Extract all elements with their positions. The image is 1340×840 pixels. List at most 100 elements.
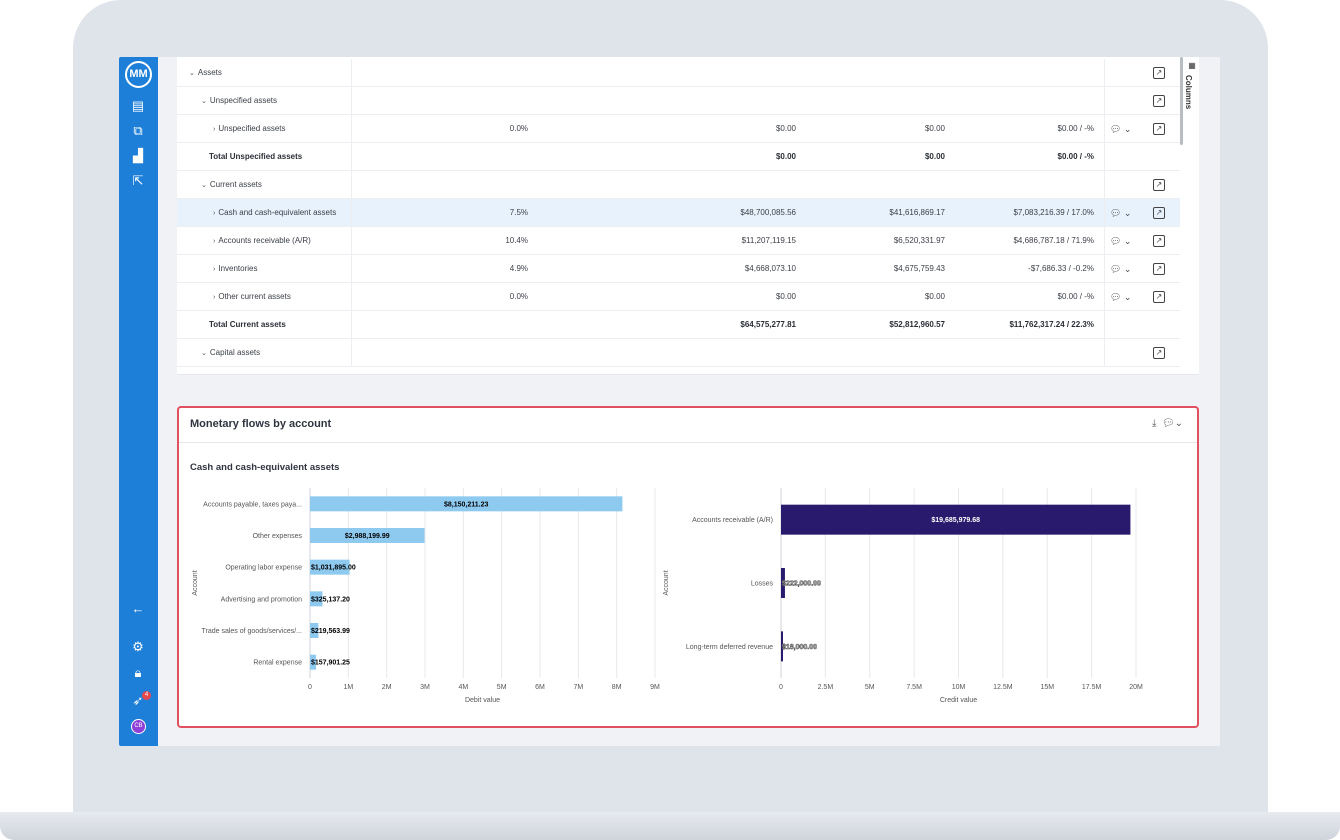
table-row[interactable]: ⌄ Current assets ↗ [177, 171, 1180, 199]
variance-cell: $0.00 / -% [1057, 292, 1094, 301]
table-row[interactable]: ⌄ Unspecified assets ↗ [177, 87, 1180, 115]
expand-chevron-icon[interactable]: ⌄ [201, 350, 207, 357]
download-icon[interactable]: ⤓ [1151, 418, 1157, 429]
comment-icon[interactable]: 💬︎ ⌄ [1110, 292, 1132, 302]
comment-icon[interactable]: 💬︎ ⌄ [1110, 124, 1132, 134]
row-label: › Unspecified assets [213, 115, 286, 144]
table-row[interactable]: ⌄ Assets ↗ [177, 59, 1180, 87]
expand-chevron-icon[interactable]: ⌄ [201, 98, 207, 105]
column-divider [1104, 339, 1105, 366]
row-label: Total Current assets [209, 311, 286, 339]
table-row[interactable]: Total Current assets $64,575,277.81 $52,81… [177, 311, 1180, 339]
open-detail-icon[interactable]: ↗ [1153, 207, 1165, 219]
collapse-arrow-icon[interactable]: ← [131, 601, 145, 616]
notification-badge: 4 [142, 691, 151, 700]
data-label: $18,000.00 [782, 644, 817, 651]
comment-icon[interactable]: 💬︎ ⌄ [1110, 236, 1132, 246]
table-row[interactable]: › Other current assets 0.0% $0.00 $0.00 $0.00… [177, 283, 1180, 311]
table-row[interactable]: › Accounts receivable (A/R) 10.4% $11,207,1… [177, 227, 1180, 255]
category-label: Rental expense [253, 660, 302, 667]
expand-chevron-icon[interactable]: › [213, 266, 216, 273]
category-label: Trade sales of goods/services/... [201, 628, 302, 635]
value-cell: $0.00 [924, 124, 945, 133]
row-label: › Accounts receivable (A/R) [213, 227, 311, 256]
data-label: $222,000.00 [782, 581, 821, 588]
balance-grid: ⌄ Assets ↗ ⌄ Unspecified assets ↗ › Unspecified… [177, 57, 1199, 375]
open-detail-icon[interactable]: ↗ [1153, 67, 1165, 79]
expand-chevron-icon[interactable]: › [213, 238, 216, 245]
value-cell: $48,700,085.56 [740, 208, 796, 217]
table-row[interactable]: › Cash and cash-equivalent assets 7.5% $48,… [177, 199, 1180, 227]
table-row[interactable]: Total Unspecified assets $0.00 $0.00 $0.00 … [177, 143, 1180, 171]
comment-icon[interactable]: 💬︎ ⌄ [1110, 208, 1132, 218]
grid-scrollbar[interactable] [1180, 57, 1183, 145]
expand-chevron-icon[interactable]: › [213, 294, 216, 301]
open-detail-icon[interactable]: ↗ [1153, 179, 1165, 191]
comment-icon[interactable]: 💬︎⌄ [1159, 418, 1183, 429]
category-label: Other expenses [253, 533, 303, 540]
data-label: $1,031,895.00 [311, 565, 356, 572]
percent-cell: 0.0% [509, 292, 528, 301]
column-divider [351, 283, 352, 310]
expand-chevron-icon[interactable]: ⌄ [189, 70, 195, 77]
columns-tab-label: Columns [1184, 75, 1193, 110]
table-row[interactable]: ⌄ Capital assets ↗ [177, 339, 1180, 367]
x-tick-label: 1M [343, 684, 353, 691]
percent-cell: 4.9% [509, 264, 528, 273]
percent-cell: 7.5% [509, 208, 528, 217]
open-detail-icon[interactable]: ↗ [1153, 291, 1165, 303]
open-detail-icon[interactable]: ↗ [1153, 95, 1165, 107]
open-detail-icon[interactable]: ↗ [1153, 235, 1165, 247]
settings-icon[interactable]: ⚙ [132, 639, 144, 654]
x-tick-label: 3M [420, 684, 430, 691]
value-cell: $0.00 [924, 292, 945, 301]
row-label-text: Total Current assets [209, 320, 286, 329]
column-divider [351, 115, 352, 142]
row-label: ⌄ Assets [189, 59, 222, 88]
x-tick-label: 2.5M [818, 684, 834, 691]
column-divider [351, 255, 352, 282]
rocket-icon[interactable]: ➶ [132, 693, 144, 708]
columns-tab[interactable]: ▦ Columns [1184, 61, 1199, 121]
laptop-base [0, 812, 1340, 840]
data-label: $325,137.20 [311, 596, 350, 603]
copy-icon[interactable]: ⧉ [133, 123, 143, 138]
column-divider [351, 87, 352, 114]
variance-cell: -$7,686.33 / -0.2% [1028, 264, 1094, 273]
column-divider [1104, 171, 1105, 198]
comment-icon[interactable]: 💬︎ ⌄ [1110, 264, 1132, 274]
x-tick-label: 0 [779, 684, 783, 691]
chart-bar [310, 654, 317, 670]
value-cell: $0.00 [924, 152, 945, 161]
table-row[interactable]: › Inventories 4.9% $4,668,073.10 $4,675,759.… [177, 255, 1180, 283]
x-tick-label: 17.5M [1082, 684, 1102, 691]
y-axis-title: Account [663, 570, 670, 595]
x-tick-label: 15M [1040, 684, 1054, 691]
bar-chart-icon[interactable]: ▟ [133, 148, 143, 163]
table-icon[interactable]: ▤ [131, 98, 145, 113]
lock-icon[interactable]: 🔒︎ [134, 665, 142, 680]
x-tick-label: 10M [952, 684, 966, 691]
expand-chevron-icon[interactable]: › [213, 210, 216, 217]
expand-chevron-icon[interactable]: ⌄ [201, 182, 207, 189]
open-detail-icon[interactable]: ↗ [1153, 123, 1165, 135]
table-row[interactable]: › Unspecified assets 0.0% $0.00 $0.00 $0.00 /… [177, 115, 1180, 143]
open-detail-icon[interactable]: ↗ [1153, 263, 1165, 275]
value-cell: $0.00 [775, 152, 796, 161]
expand-chevron-icon[interactable]: › [213, 126, 216, 133]
app-logo[interactable]: MM [125, 61, 152, 88]
avatar[interactable]: CB [131, 719, 146, 734]
row-label: › Other current assets [213, 283, 291, 312]
x-tick-label: 7M [573, 684, 583, 691]
x-tick-label: 12.5M [993, 684, 1013, 691]
x-tick-label: 20M [1129, 684, 1143, 691]
value-cell: $4,675,759.43 [893, 264, 945, 273]
category-label: Operating labor expense [225, 565, 302, 572]
column-divider [351, 171, 352, 198]
column-divider [351, 143, 352, 170]
open-detail-icon[interactable]: ↗ [1153, 347, 1165, 359]
chart-bar [781, 504, 1131, 535]
export-icon[interactable]: ⇱ [132, 173, 144, 188]
chart-bar [310, 623, 319, 638]
value-cell: $11,207,119.15 [741, 236, 796, 245]
